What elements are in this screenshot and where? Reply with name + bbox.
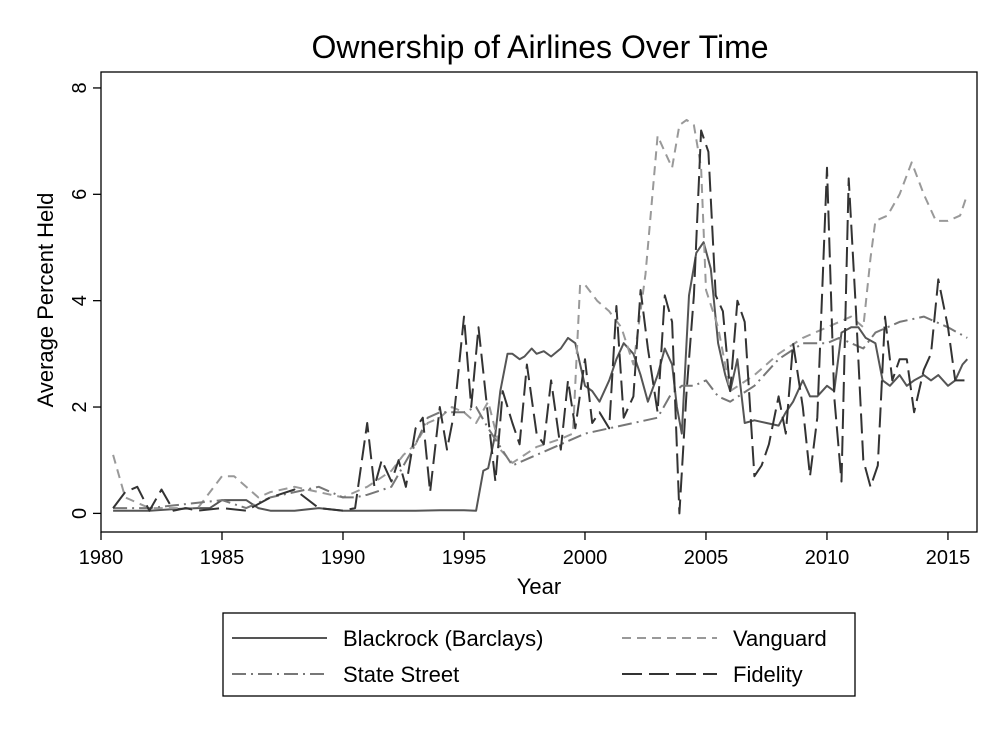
y-tick-label: 0 bbox=[69, 508, 91, 519]
x-tick-label: 2010 bbox=[805, 547, 850, 569]
series-line-blackrock-barclays bbox=[113, 241, 969, 512]
x-tick-label: 1980 bbox=[79, 547, 124, 569]
x-tick-label: 1990 bbox=[321, 547, 366, 569]
y-tick-label: 2 bbox=[69, 401, 91, 412]
chart-title: Ownership of Airlines Over Time bbox=[311, 29, 768, 65]
plot-series bbox=[112, 118, 969, 515]
y-axis-label: Average Percent Held bbox=[33, 193, 58, 408]
plot-frame bbox=[100, 71, 978, 533]
legend-frame bbox=[222, 612, 856, 697]
legend-label: Blackrock (Barclays) bbox=[343, 626, 543, 651]
y-tick-label: 8 bbox=[69, 82, 91, 93]
x-axis-label: Year bbox=[517, 574, 561, 599]
x-tick-label: 2000 bbox=[563, 547, 608, 569]
series-line-fidelity bbox=[112, 129, 968, 515]
x-axis: 1980 1985 1990 1995 2000 2005 2010 2015 bbox=[79, 532, 970, 569]
x-tick-label: 2015 bbox=[926, 547, 971, 569]
x-tick-label: 2005 bbox=[684, 547, 729, 569]
legend-label: Vanguard bbox=[733, 626, 827, 651]
legend-label: Fidelity bbox=[733, 662, 803, 687]
legend: Blackrock (Barclays) Vanguard State Street… bbox=[232, 626, 827, 687]
y-axis: 0 2 4 6 8 bbox=[69, 82, 101, 519]
y-tick-label: 4 bbox=[69, 295, 91, 306]
legend-label: State Street bbox=[343, 662, 459, 687]
y-tick-label: 6 bbox=[69, 189, 91, 200]
x-tick-label: 1995 bbox=[442, 547, 487, 569]
x-tick-label: 1985 bbox=[200, 547, 245, 569]
